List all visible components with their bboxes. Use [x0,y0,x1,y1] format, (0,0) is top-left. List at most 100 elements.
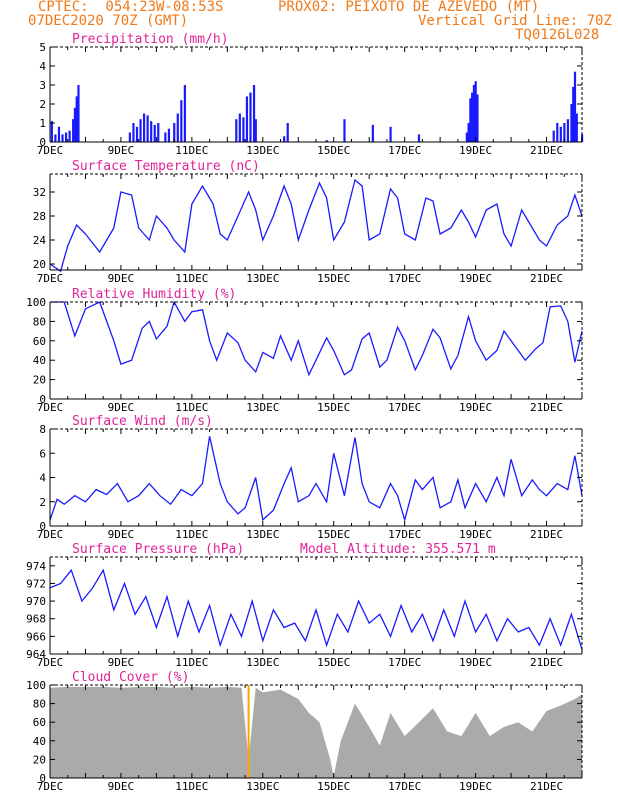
y-tick-label: 0 [39,772,46,785]
panel-title: Cloud Cover (%) [72,670,189,685]
y-tick-label: 32 [33,186,46,199]
panel-title: Surface Wind (m/s) [72,414,213,429]
y-tick-label: 3 [39,79,46,92]
panel-annotation: Model Altitude: 355.571 m [300,542,496,557]
x-tick-label: 17DEC [388,144,421,157]
y-tick-label: 2 [39,98,46,111]
y-tick-label: 0 [39,520,46,533]
precip-bar [249,92,252,142]
precip-bar [164,132,167,142]
x-tick-label: 7DEC [37,656,64,669]
y-tick-label: 80 [33,315,46,328]
precip-bar [371,124,374,142]
y-tick-label: 40 [33,735,46,748]
y-tick-label: 2 [39,496,46,509]
precip-bar [254,119,257,142]
panel-title: Precipitation (mm/h) [72,32,229,47]
x-tick-label: 21DEC [530,656,563,669]
precip-bar [476,94,479,142]
precip-bar [573,71,577,142]
precip-bar [176,113,179,142]
x-tick-label: 7DEC [37,144,64,157]
y-tick-label: 20 [33,753,46,766]
x-tick-label: 17DEC [388,528,421,541]
precip-bar [157,123,160,142]
x-tick-label: 13DEC [246,656,279,669]
x-tick-label: 7DEC [37,401,64,414]
precip-bar [575,113,578,142]
x-tick-label: 19DEC [459,656,492,669]
y-tick-label: 974 [26,560,46,573]
precip-bar [252,85,256,142]
x-tick-label: 21DEC [530,401,563,414]
series-line [49,436,583,523]
precip-bar [552,130,555,142]
x-tick-label: 9DEC [108,144,135,157]
precip-bar [467,123,470,142]
y-tick-label: 40 [33,354,46,367]
series-line [49,178,583,273]
precip-bar [75,96,78,142]
precip-bar [77,85,80,142]
precip-bar [474,81,477,142]
precip-bar [142,113,146,142]
precip-bar [180,100,183,142]
precip-bar [286,123,289,142]
precip-bar [245,96,249,142]
cloud-cover-area [50,686,582,778]
precip-bar [325,140,328,142]
x-tick-label: 21DEC [530,272,563,285]
x-tick-label: 17DEC [388,780,421,793]
y-tick-label: 28 [33,210,46,223]
y-tick-label: 60 [33,335,46,348]
precip-bar [128,132,131,142]
panel-4: 964 966 968 970 972 974 7DEC 9DEC 11DEC 13DEC 15DE… [26,542,583,669]
x-tick-label: 13DEC [246,780,279,793]
panel-5: 0 20 40 60 80 100 7DEC 9DEC 11DEC 13DEC 15DEC 17DEC… [26,670,583,793]
y-tick-label: 5 [39,41,46,54]
precip-bar [135,126,139,142]
x-tick-label: 9DEC [108,401,135,414]
precip-bar [417,134,421,142]
precip-bar [389,126,392,142]
precip-bar [68,130,71,142]
precip-bar [471,92,474,142]
x-tick-label: 17DEC [388,656,421,669]
x-tick-label: 19DEC [459,272,492,285]
precip-bar [72,119,75,142]
panel-2: 0 20 40 60 80 100 7DEC 9DEC 11DEC 13DEC 15DEC 17DEC… [26,287,583,414]
y-tick-label: 100 [26,296,46,309]
x-tick-label: 7DEC [37,272,64,285]
x-tick-label: 9DEC [108,780,135,793]
y-tick-label: 0 [39,393,46,406]
panel-title: Surface Temperature (nC) [72,159,260,174]
series-line [50,300,583,377]
x-tick-label: 11DEC [175,144,208,157]
precip-bar [153,124,156,142]
precip-bar [173,123,176,142]
x-tick-label: 13DEC [246,528,279,541]
precip-bar [465,132,468,142]
x-tick-label: 7DEC [37,780,64,793]
precip-bar [343,119,346,142]
panel-1: 20 24 28 32 7DEC 9DEC 11DEC 13DEC 15DEC 17DEC 19DE… [33,159,583,285]
precip-bar [54,134,57,142]
y-tick-label: 1 [39,117,46,130]
x-tick-label: 11DEC [175,780,208,793]
y-tick-label: 964 [26,648,46,661]
header-line2-right: Vertical Grid Line: 70Z [418,13,612,29]
precip-bar [57,126,61,142]
x-tick-label: 15DEC [317,780,350,793]
x-tick-label: 15DEC [317,401,350,414]
y-tick-label: 0 [39,136,46,149]
precip-bar [570,104,573,142]
x-tick-label: 9DEC [108,528,135,541]
x-tick-label: 17DEC [388,272,421,285]
y-tick-label: 20 [33,258,46,271]
x-tick-label: 13DEC [246,272,279,285]
precip-bar [183,85,186,142]
precip-bar [132,123,135,142]
y-tick-label: 970 [26,595,46,608]
precip-bar [50,121,53,142]
